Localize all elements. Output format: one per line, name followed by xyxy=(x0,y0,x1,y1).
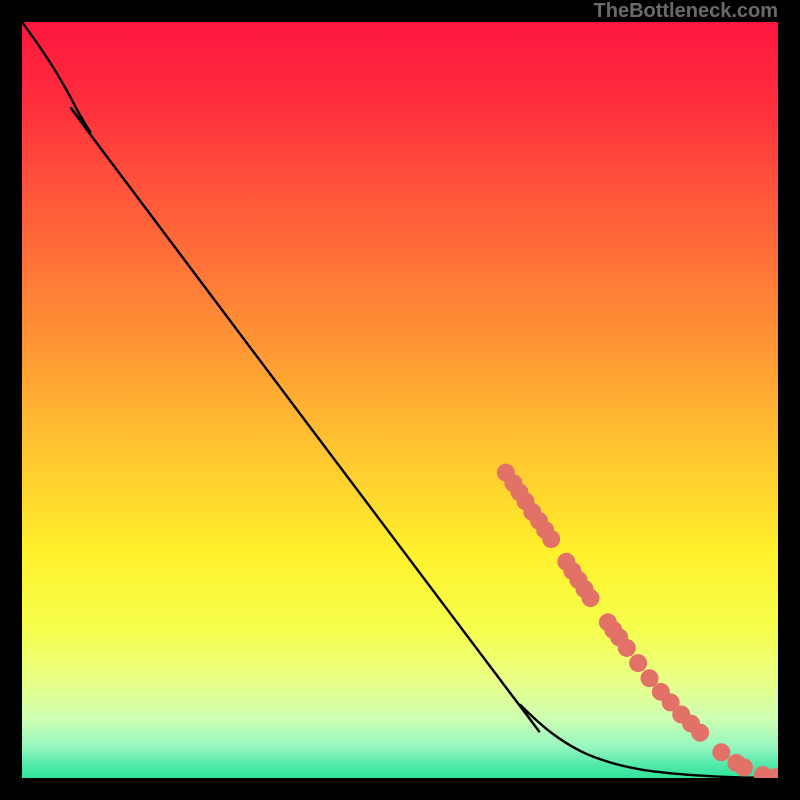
data-marker xyxy=(691,724,709,742)
plot-svg xyxy=(22,22,778,778)
data-marker xyxy=(618,639,636,657)
data-marker xyxy=(735,758,753,776)
attribution-text: TheBottleneck.com xyxy=(594,0,778,23)
chart-frame: TheBottleneck.com xyxy=(0,0,800,800)
plot-area xyxy=(22,22,778,778)
data-marker xyxy=(542,530,560,548)
data-marker xyxy=(712,743,730,761)
data-marker xyxy=(582,589,600,607)
gradient-background xyxy=(22,22,778,778)
data-marker xyxy=(629,654,647,672)
